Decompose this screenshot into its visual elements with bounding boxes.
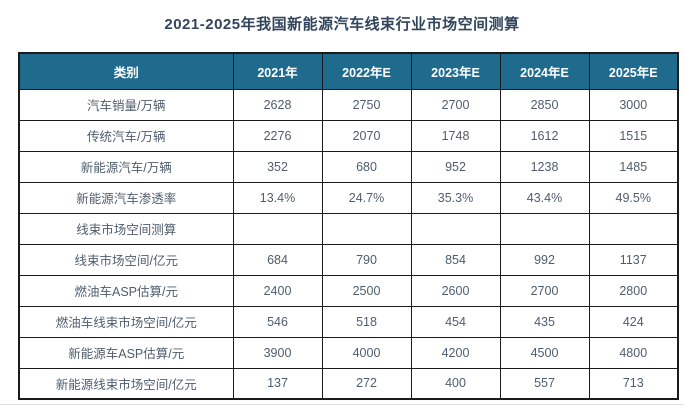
row-label: 新能源汽车/万辆: [18, 150, 234, 183]
table-cell: 1515: [588, 119, 679, 152]
table-cell: 2276: [232, 119, 323, 152]
table-cell: 2850: [499, 88, 590, 121]
table-cell: 435: [499, 305, 590, 338]
row-label: 燃油车ASP估算/元: [18, 274, 234, 307]
table-cell: 1238: [499, 150, 590, 183]
table-cell: 4000: [321, 336, 412, 369]
table-cell: [321, 212, 412, 245]
column-header-category: 类别: [18, 52, 234, 90]
table-cell: 854: [410, 243, 501, 276]
column-header-year: 2024年E: [499, 52, 590, 90]
column-header-year: 2025年E: [588, 52, 679, 90]
table-cell: 2400: [232, 274, 323, 307]
table-cell: [588, 212, 679, 245]
table-cell: 3000: [588, 88, 679, 121]
table-cell: 684: [232, 243, 323, 276]
column-header-year: 2022年E: [321, 52, 412, 90]
table-cell: 546: [232, 305, 323, 338]
table-cell: 2600: [410, 274, 501, 307]
table-cell: 2700: [499, 274, 590, 307]
table-cell: 13.4%: [232, 181, 323, 214]
table-row: 新能源汽车渗透率 13.4% 24.7% 35.3% 43.4% 49.5%: [18, 181, 679, 214]
table-row: 燃油车ASP估算/元 2400 2500 2600 2700 2800: [18, 274, 679, 307]
table-cell: 35.3%: [410, 181, 501, 214]
table-cell: 272: [321, 367, 412, 400]
table-cell: 4500: [499, 336, 590, 369]
table-cell: 2700: [410, 88, 501, 121]
table-cell: 2800: [588, 274, 679, 307]
table-cell: [410, 212, 501, 245]
table-row: 线束市场空间测算: [18, 212, 679, 245]
row-label: 线束市场空间/亿元: [18, 243, 234, 276]
table-cell: 518: [321, 305, 412, 338]
table-cell: 2500: [321, 274, 412, 307]
row-label: 线束市场空间测算: [18, 212, 234, 245]
table-cell: 352: [232, 150, 323, 183]
table-row: 新能源汽车/万辆 352 680 952 1238 1485: [18, 150, 679, 183]
table-row: 新能源车ASP估算/元 3900 4000 4200 4500 4800: [18, 336, 679, 369]
column-header-year: 2023年E: [410, 52, 501, 90]
table-row: 新能源线束市场空间/亿元 137 272 400 557 713: [18, 367, 679, 400]
row-label: 新能源汽车渗透率: [18, 181, 234, 214]
table-cell: 4800: [588, 336, 679, 369]
table-cell: 1612: [499, 119, 590, 152]
row-label: 新能源车ASP估算/元: [18, 336, 234, 369]
market-space-table: 类别 2021年 2022年E 2023年E 2024年E 2025年E 汽车销量/万辆 2…: [18, 52, 679, 400]
table-cell: 557: [499, 367, 590, 400]
column-header-year: 2021年: [232, 52, 323, 90]
table-cell: 454: [410, 305, 501, 338]
table-header-row: 类别 2021年 2022年E 2023年E 2024年E 2025年E: [18, 52, 679, 90]
table-cell: 680: [321, 150, 412, 183]
table-cell: 1137: [588, 243, 679, 276]
row-label: 传统汽车/万辆: [18, 119, 234, 152]
table-cell: [499, 212, 590, 245]
table-cell: 2070: [321, 119, 412, 152]
row-label: 燃油车线束市场空间/亿元: [18, 305, 234, 338]
table-row: 汽车销量/万辆 2628 2750 2700 2850 3000: [18, 88, 679, 121]
table-cell: [232, 212, 323, 245]
table-cell: 713: [588, 367, 679, 400]
table-head: 类别 2021年 2022年E 2023年E 2024年E 2025年E: [18, 52, 679, 90]
row-label: 汽车销量/万辆: [18, 88, 234, 121]
table-cell: 24.7%: [321, 181, 412, 214]
table-cell: 1748: [410, 119, 501, 152]
table-cell: 49.5%: [588, 181, 679, 214]
table-cell: 790: [321, 243, 412, 276]
table-row: 传统汽车/万辆 2276 2070 1748 1612 1515: [18, 119, 679, 152]
table-cell: 4200: [410, 336, 501, 369]
table-cell: 2628: [232, 88, 323, 121]
table-row: 线束市场空间/亿元 684 790 854 992 1137: [18, 243, 679, 276]
table-cell: 43.4%: [499, 181, 590, 214]
table-body: 汽车销量/万辆 2628 2750 2700 2850 3000 传统汽车/万辆 2276 20…: [18, 88, 679, 400]
chart-title: 2021-2025年我国新能源汽车线束行业市场空间测算: [164, 16, 520, 33]
table-cell: 992: [499, 243, 590, 276]
row-label: 新能源线束市场空间/亿元: [18, 367, 234, 400]
bottom-divider: [0, 404, 684, 405]
table-cell: 424: [588, 305, 679, 338]
table-cell: 2750: [321, 88, 412, 121]
table-row: 燃油车线束市场空间/亿元 546 518 454 435 424: [18, 305, 679, 338]
table-cell: 137: [232, 367, 323, 400]
table-cell: 400: [410, 367, 501, 400]
table-cell: 1485: [588, 150, 679, 183]
table-cell: 3900: [232, 336, 323, 369]
table-cell: 952: [410, 150, 501, 183]
